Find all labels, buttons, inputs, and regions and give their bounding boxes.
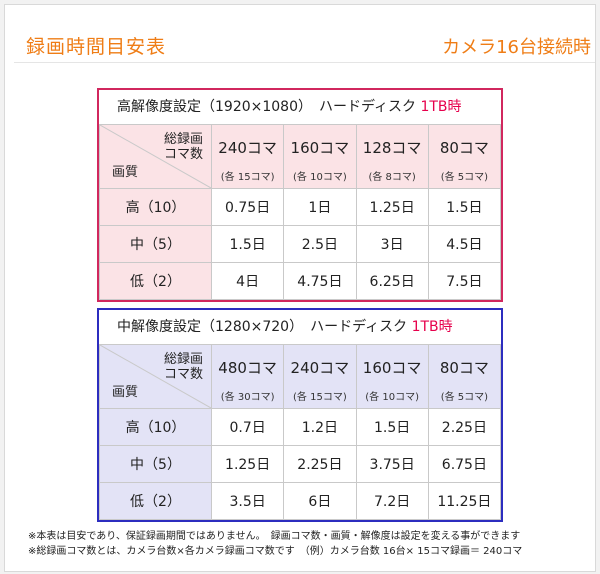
page-title: 録画時間目安表: [26, 36, 167, 58]
table-cell: 6.25日: [355, 262, 429, 300]
table-cell: 2.5日: [283, 225, 357, 263]
diagonal-line: [100, 345, 211, 408]
table-cell: 3日: [355, 225, 429, 263]
table-row: 中（5） 1.25日 2.25日 3.75日 6.75日: [99, 445, 502, 483]
table-cell: 3.5日: [210, 482, 285, 520]
table-caption-capacity: 1TB時: [420, 99, 462, 115]
column-header: 160コマ (各 10コマ): [355, 344, 429, 409]
row-label: 低（2）: [99, 262, 212, 300]
table-cell: 0.75日: [210, 188, 285, 226]
table-caption-text: 高解像度設定（1920×1080） ハードディスク: [117, 99, 417, 115]
table-row: 低（2） 4日 4.75日 6.25日 7.5日: [99, 262, 502, 300]
corner-cell: 総録画 コマ数 画質: [99, 124, 212, 189]
row-label: 低（2）: [99, 482, 212, 520]
header-row: 総録画 コマ数 画質 240コマ (各 15コマ) 160コマ (各 10コマ) 12…: [99, 124, 502, 189]
row-label: 中（5）: [99, 445, 212, 483]
table-cell: 7.2日: [355, 482, 429, 520]
table-cell: 3.75日: [355, 445, 429, 483]
corner-quality-label: 画質: [112, 385, 139, 400]
corner-cell: 総録画 コマ数 画質: [99, 344, 212, 409]
column-header: 160コマ (各 10コマ): [283, 124, 357, 189]
table-cell: 1.5日: [427, 188, 502, 226]
table-cell: 1.5日: [210, 225, 285, 263]
table-cell: 4.5日: [427, 225, 502, 263]
header-row: 総録画 コマ数 画質 480コマ (各 30コマ) 240コマ (各 15コマ) 16…: [99, 344, 502, 409]
table-cell: 4.75日: [283, 262, 357, 300]
data-table: 総録画 コマ数 画質 480コマ (各 30コマ) 240コマ (各 15コマ) 16…: [99, 344, 502, 520]
table-cell: 1.25日: [355, 188, 429, 226]
table-caption: 中解像度設定（1280×720） ハードディスク 1TB時: [99, 310, 501, 344]
table-cell: 7.5日: [427, 262, 502, 300]
table-cell: 6.75日: [427, 445, 502, 483]
table-cell: 2.25日: [427, 408, 502, 446]
table-caption-text: 中解像度設定（1280×720） ハードディスク: [117, 319, 408, 335]
column-header: 240コマ (各 15コマ): [283, 344, 357, 409]
row-label: 高（10）: [99, 188, 212, 226]
footnote-line: ※総録画コマ数とは、カメラ台数×各カメラ録画コマ数です （例）カメラ台数 16台…: [28, 546, 523, 557]
page-header: 録画時間目安表 カメラ16台接続時: [14, 22, 595, 63]
corner-frames-label: 総録画 コマ数: [163, 132, 203, 162]
column-header: 480コマ (各 30コマ): [210, 344, 285, 409]
footnotes: ※本表は目安であり、保証録画期間ではありません。 録画コマ数・画質・解像度は設定…: [28, 529, 522, 559]
row-label: 高（10）: [99, 408, 212, 446]
table-row: 中（5） 1.5日 2.5日 3日 4.5日: [99, 225, 502, 263]
page-subtitle: カメラ16台接続時: [442, 37, 591, 58]
table-caption: 高解像度設定（1920×1080） ハードディスク 1TB時: [99, 90, 501, 124]
column-header: 80コマ (各 5コマ): [427, 344, 502, 409]
table-cell: 4日: [210, 262, 285, 300]
table-row: 高（10） 0.75日 1日 1.25日 1.5日: [99, 188, 502, 226]
table-cell: 2.25日: [283, 445, 357, 483]
table-cell: 0.7日: [210, 408, 285, 446]
table-row: 高（10） 0.7日 1.2日 1.5日 2.25日: [99, 408, 502, 446]
data-table: 総録画 コマ数 画質 240コマ (各 15コマ) 160コマ (各 10コマ) 12…: [99, 124, 502, 300]
column-header: 80コマ (各 5コマ): [427, 124, 502, 189]
table-cell: 1日: [283, 188, 357, 226]
table-cell: 1.5日: [355, 408, 429, 446]
table-row: 低（2） 3.5日 6日 7.2日 11.25日: [99, 482, 502, 520]
column-header: 128コマ (各 8コマ): [355, 124, 429, 189]
table-cell: 6日: [283, 482, 357, 520]
column-header: 240コマ (各 15コマ): [210, 124, 285, 189]
row-label: 中（5）: [99, 225, 212, 263]
corner-frames-label: 総録画 コマ数: [163, 352, 203, 382]
footnote-line: ※本表は目安であり、保証録画期間ではありません。 録画コマ数・画質・解像度は設定…: [28, 531, 521, 542]
table-cell: 1.2日: [283, 408, 357, 446]
table-cell: 11.25日: [427, 482, 502, 520]
diagonal-line: [100, 125, 211, 188]
recording-table-high-res: 高解像度設定（1920×1080） ハードディスク 1TB時 総録画 コマ数 画質…: [97, 88, 503, 302]
table-caption-capacity: 1TB時: [411, 319, 453, 335]
corner-quality-label: 画質: [112, 165, 139, 180]
recording-table-mid-res: 中解像度設定（1280×720） ハードディスク 1TB時 総録画 コマ数 画質 …: [97, 308, 503, 522]
table-cell: 1.25日: [210, 445, 285, 483]
